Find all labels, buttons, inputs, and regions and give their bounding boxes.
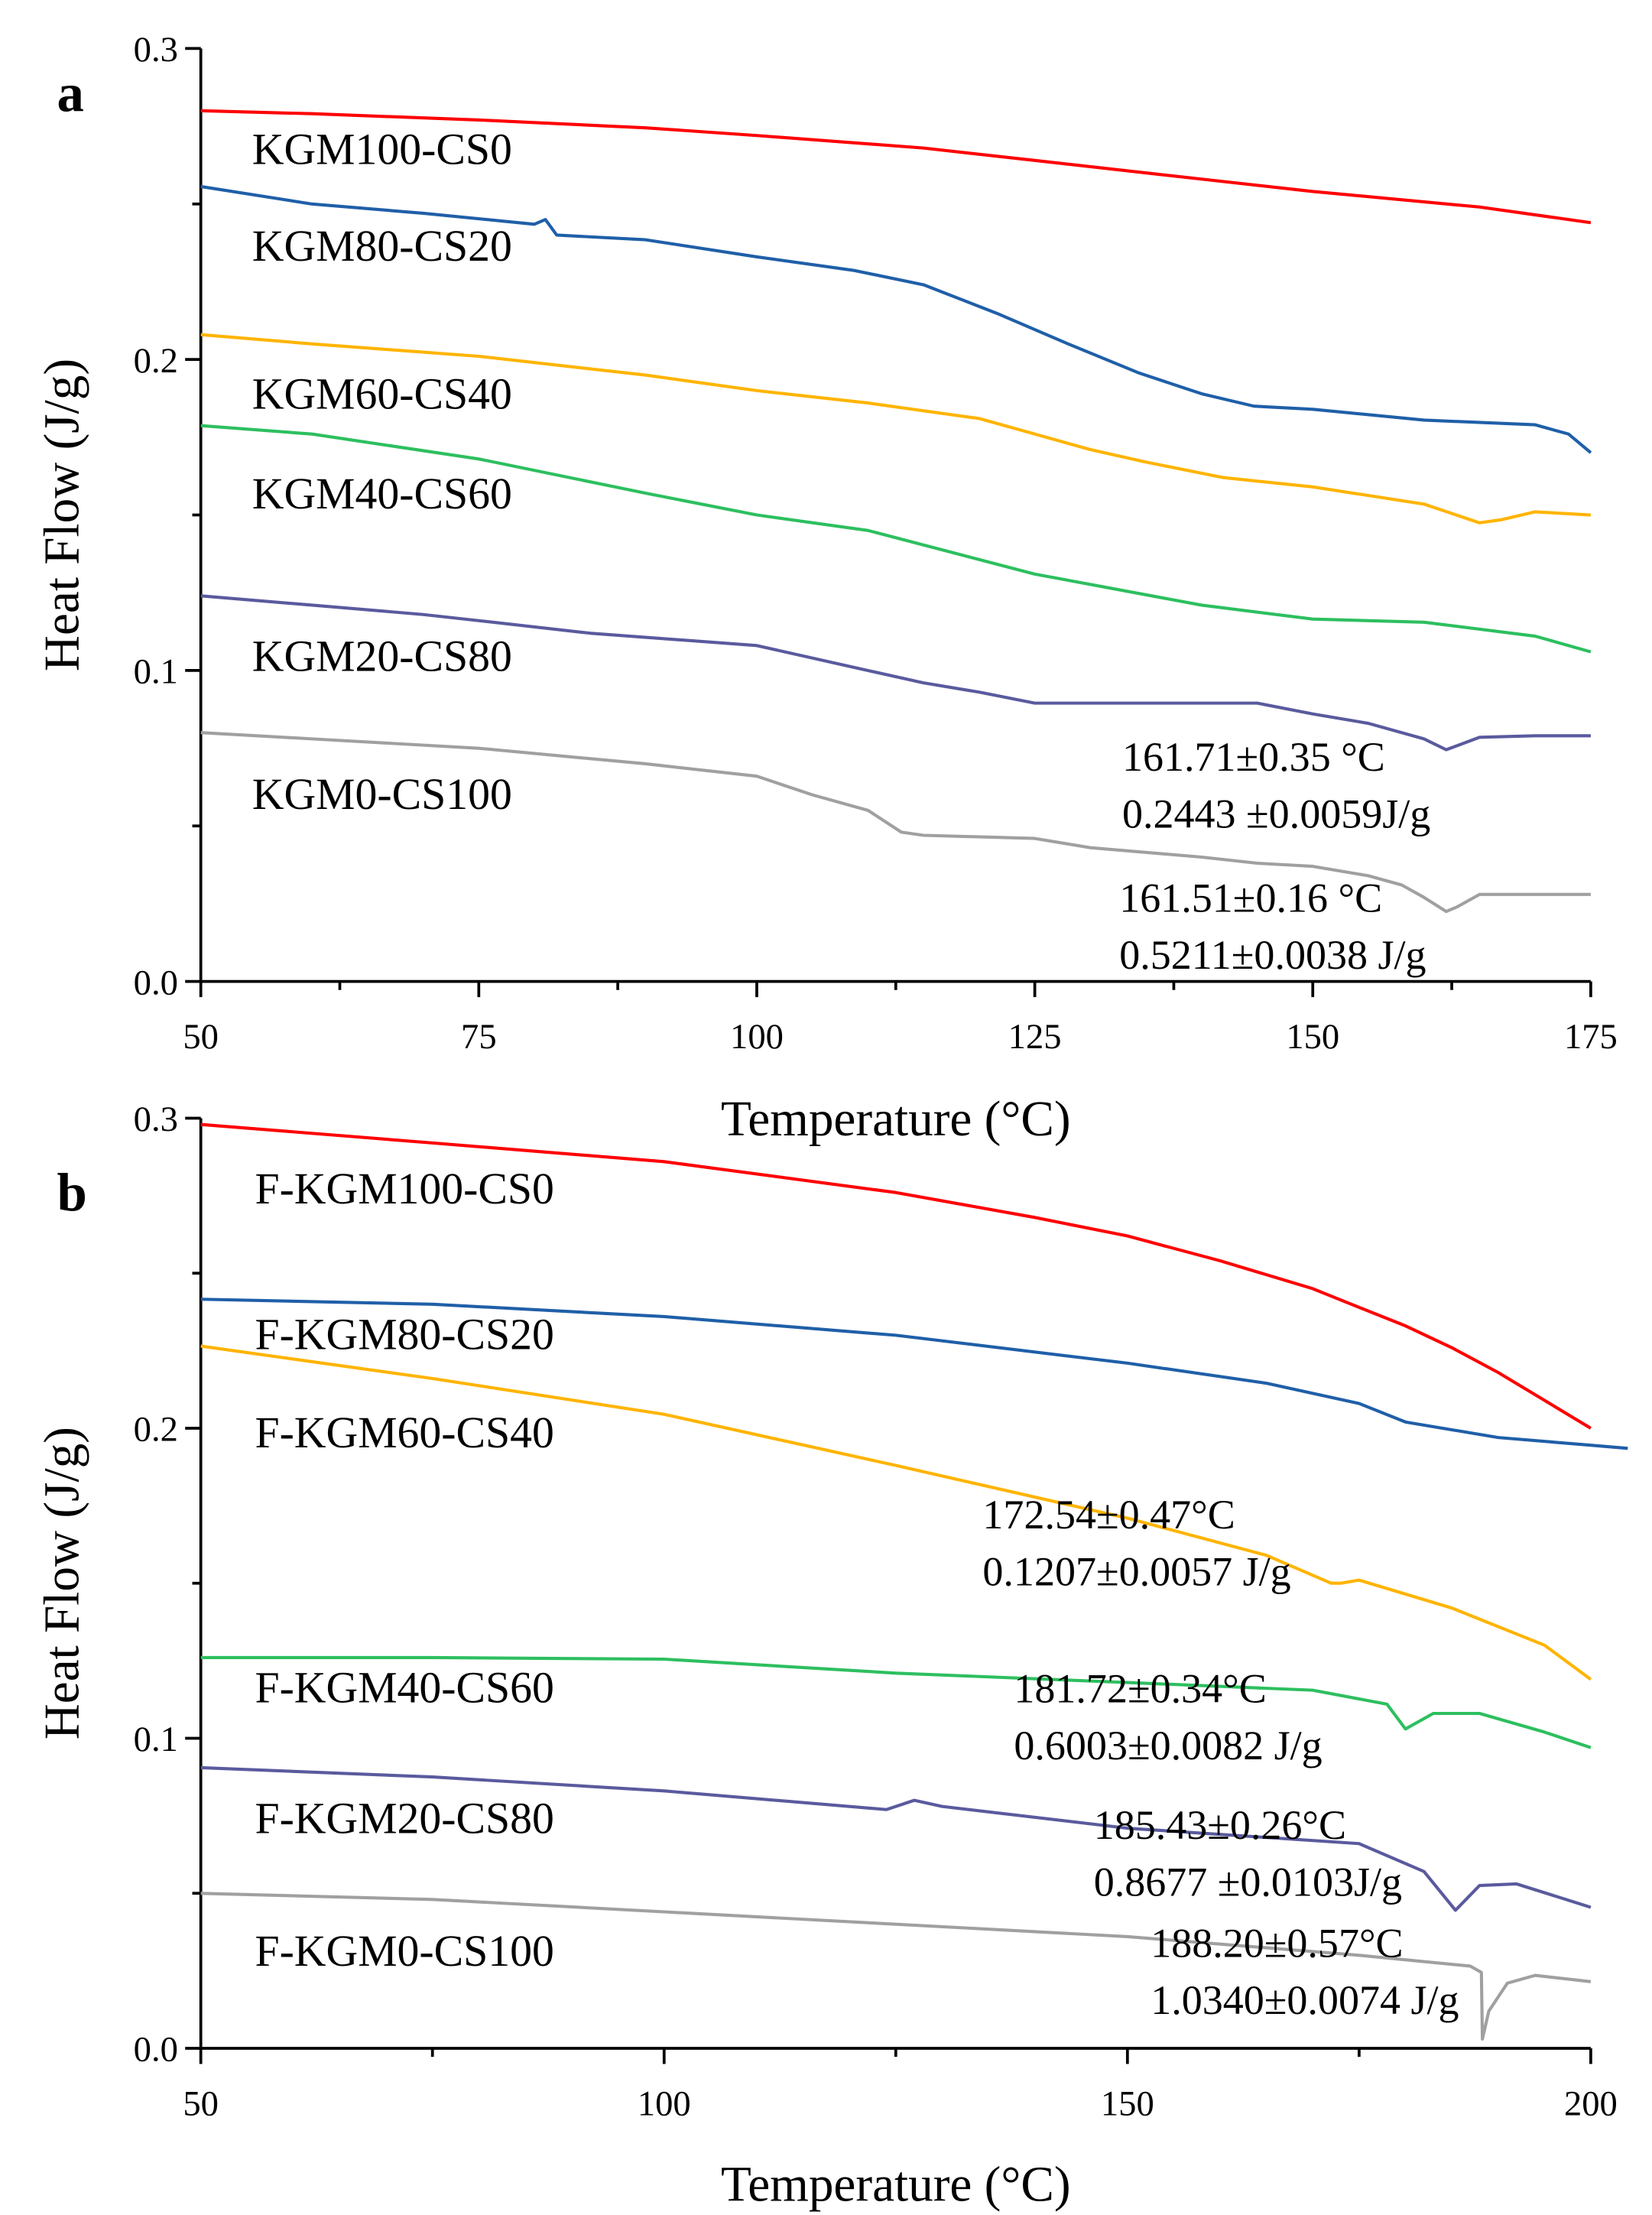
series-line-kgm20-cs80 <box>200 594 1591 752</box>
series-label: KGM40-CS60 <box>252 470 512 518</box>
x-axis-title: Temperature (°C) <box>721 1092 1071 1147</box>
series-line-kgm100-cs0 <box>200 109 1592 225</box>
series-label: F-KGM60-CS40 <box>255 1409 553 1457</box>
panel-a: 50 75 100 125 150 175 0.0 0.1 0.2 0.3 Temperature … <box>34 31 1617 1147</box>
x-tick-label: 75 <box>461 1018 497 1057</box>
annotation-enthalpy: 0.8677 ±0.0103J/g <box>1094 1859 1402 1905</box>
x-axis-title: Temperature (°C) <box>721 2157 1071 2212</box>
x-tick-label: 175 <box>1564 1018 1618 1057</box>
x-tick-label: 50 <box>183 2085 219 2124</box>
series-label: KGM80-CS20 <box>252 222 512 271</box>
annotation-enthalpy: 0.5211±0.0038 J/g <box>1119 932 1426 978</box>
x-tick-label: 150 <box>1286 1018 1339 1057</box>
series-label: KGM20-CS80 <box>252 633 512 681</box>
series-label: KGM100-CS0 <box>252 125 512 174</box>
series-label: F-KGM40-CS60 <box>255 1664 553 1712</box>
x-tick-label: 100 <box>730 1018 784 1057</box>
series-line-f-kgm80-cs20 <box>200 1297 1628 1450</box>
annotation-peak-temperature: 161.51±0.16 °C <box>1119 875 1382 921</box>
y-tick-label: 0.1 <box>134 1720 178 1759</box>
series-line-kgm40-cs60 <box>200 424 1592 654</box>
series-label: F-KGM20-CS80 <box>255 1795 553 1843</box>
annotation-enthalpy: 0.2443 ±0.0059J/g <box>1122 791 1430 836</box>
annotation-enthalpy: 0.6003±0.0082 J/g <box>1014 1723 1322 1768</box>
annotation-enthalpy: 1.0340±0.0074 J/g <box>1151 1977 1459 2023</box>
panel-b: 50 100 150 200 0.0 0.1 0.2 0.3 Temperature (°C) H… <box>34 1100 1628 2212</box>
y-tick-label: 0.2 <box>134 1411 178 1450</box>
series-line-f-kgm0-cs100 <box>200 1892 1592 2041</box>
x-tick-label: 200 <box>1564 2085 1618 2124</box>
y-tick-label: 0.0 <box>134 2031 178 2070</box>
series-line-f-kgm100-cs0 <box>200 1122 1592 1430</box>
x-tick-label: 100 <box>638 2085 691 2124</box>
x-tick-label: 150 <box>1101 2085 1154 2124</box>
series-line-kgm60-cs40 <box>200 333 1592 525</box>
y-tick-label: 0.0 <box>134 963 178 1002</box>
panel-letter: b <box>57 1164 87 1223</box>
series-label: F-KGM80-CS20 <box>255 1310 553 1359</box>
annotation-peak-temperature: 185.43±0.26°C <box>1094 1802 1346 1848</box>
panel-letter: a <box>57 63 84 123</box>
y-tick-label: 0.2 <box>134 342 178 381</box>
series-line-f-kgm40-cs60 <box>200 1655 1592 1749</box>
annotation-peak-temperature: 188.20±0.57°C <box>1151 1921 1403 1967</box>
annotation-peak-temperature: 181.72±0.34°C <box>1014 1665 1266 1711</box>
x-tick-label: 50 <box>183 1018 219 1057</box>
y-tick-label: 0.3 <box>134 31 178 70</box>
annotation-peak-temperature: 161.71±0.35 °C <box>1122 734 1385 780</box>
series-label: F-KGM100-CS0 <box>255 1165 553 1213</box>
series-label: F-KGM0-CS100 <box>255 1928 553 1976</box>
y-tick-label: 0.3 <box>134 1100 178 1139</box>
series-label: KGM60-CS40 <box>252 371 512 419</box>
series-line-kgm0-cs100 <box>200 731 1591 914</box>
series-line-kgm80-cs20 <box>200 184 1592 454</box>
annotation-enthalpy: 0.1207±0.0057 J/g <box>982 1549 1290 1595</box>
series-line-f-kgm60-cs40 <box>200 1344 1592 1681</box>
y-tick-label: 0.1 <box>134 653 178 692</box>
series-label: KGM0-CS100 <box>252 771 512 819</box>
y-axis-title: Heat Flow (J/g) <box>34 1427 89 1739</box>
x-tick-label: 125 <box>1008 1018 1062 1057</box>
y-axis-title: Heat Flow (J/g) <box>34 359 89 671</box>
annotation-peak-temperature: 172.54±0.47°C <box>982 1492 1235 1538</box>
series-line-f-kgm20-cs80 <box>200 1765 1592 1912</box>
